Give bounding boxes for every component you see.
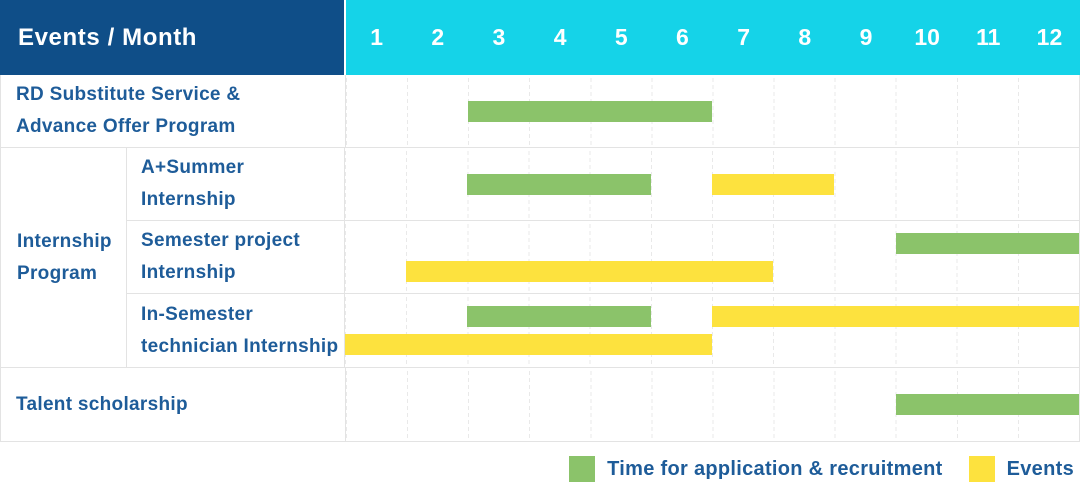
event-bar — [406, 261, 774, 282]
label-line: Internship — [17, 230, 112, 252]
group-row: Internship Program A+Summer Internship Semes… — [1, 148, 1079, 368]
legend-item-event: Events — [968, 456, 1074, 482]
row-sublabel: A+Summer Internship — [127, 148, 345, 220]
month-track — [345, 294, 1079, 367]
label-line: RD Substitute Service & — [16, 84, 241, 106]
row-label: RD Substitute Service & Advance Offer Pro… — [1, 75, 346, 147]
legend: Time for application & recruitment Events — [0, 444, 1080, 494]
legend-label-event: Events — [1006, 457, 1074, 480]
label-line: Semester project — [141, 230, 300, 252]
label-line: A+Summer — [141, 157, 245, 179]
application-swatch-icon — [569, 456, 596, 482]
month-header-11: 11 — [976, 24, 1001, 50]
month-header-10: 10 — [914, 24, 940, 50]
table-body: RD Substitute Service & Advance Offer Pro… — [0, 75, 1080, 442]
month-header-row: 1 2 3 4 5 6 7 8 9 10 11 12 — [346, 0, 1080, 75]
legend-item-application: Time for application & recruitment — [569, 456, 942, 482]
month-header-4: 4 — [553, 24, 567, 50]
event-row: RD Substitute Service & Advance Offer Pro… — [1, 75, 1079, 148]
group-subrows: A+Summer Internship Semester project Intern… — [127, 148, 1079, 367]
month-header-8: 8 — [798, 24, 812, 50]
label-line: Advance Offer Program — [16, 116, 236, 137]
row-label: Talent scholarship — [1, 368, 346, 441]
month-header-3: 3 — [492, 24, 506, 50]
month-header-1: 1 — [370, 24, 383, 50]
label-line: Program — [17, 262, 98, 284]
month-track — [345, 221, 1079, 293]
event-row: In-Semester technician Internship — [127, 294, 1079, 367]
application-bar — [467, 306, 651, 327]
label-line: Talent scholarship — [16, 393, 188, 415]
table-header: Events / Month 1 2 3 4 5 6 7 8 9 10 11 12 — [0, 0, 1080, 75]
month-header-12: 12 — [1036, 24, 1063, 50]
event-bar — [712, 173, 835, 195]
event-row: Semester project Internship — [127, 221, 1079, 294]
label-line: Internship — [141, 189, 236, 210]
legend-label-application: Time for application & recruitment — [607, 457, 943, 480]
application-bar — [895, 233, 1079, 254]
month-track — [346, 75, 1079, 147]
label-line: technician Internship — [141, 335, 339, 357]
application-bar — [468, 100, 713, 122]
row-sublabel: In-Semester technician Internship — [127, 294, 345, 367]
event-row: A+Summer Internship — [127, 148, 1079, 221]
header-title: Events / Month — [0, 0, 346, 75]
label-line: In-Semester — [141, 303, 254, 325]
event-row: Talent scholarship — [1, 368, 1079, 441]
application-bar — [895, 394, 1079, 415]
row-sublabel: Semester project Internship — [127, 221, 345, 293]
month-header-6: 6 — [676, 24, 689, 50]
month-header-2: 2 — [431, 24, 445, 50]
month-header-5: 5 — [614, 24, 628, 50]
label-line: Internship — [141, 262, 236, 283]
month-track — [345, 148, 1079, 220]
month-header-7: 7 — [737, 24, 751, 50]
group-label: Internship Program — [1, 148, 127, 367]
month-header-9: 9 — [859, 24, 873, 50]
event-swatch-icon — [968, 456, 995, 482]
events-month-table: Events / Month 1 2 3 4 5 6 7 8 9 10 11 12 RD Substi… — [0, 0, 1080, 442]
event-bar — [712, 306, 1079, 327]
month-track — [346, 368, 1079, 441]
event-bar — [345, 334, 712, 355]
application-bar — [467, 173, 651, 195]
